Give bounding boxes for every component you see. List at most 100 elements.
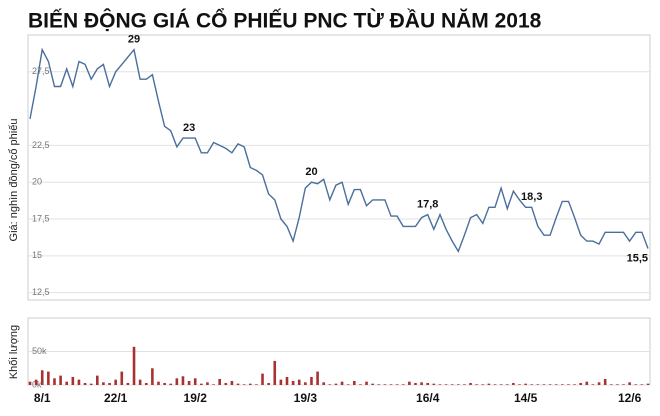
volume-bar — [279, 379, 283, 385]
data-label: 18,3 — [521, 191, 542, 203]
volume-bar — [616, 384, 619, 385]
volume-bar — [530, 384, 534, 385]
volume-bar — [102, 382, 105, 385]
volume-bar — [28, 381, 32, 385]
volume-bar — [383, 384, 387, 385]
x-tick-label: 16/4 — [416, 391, 440, 405]
volume-bar — [175, 378, 179, 385]
volume-bar — [255, 384, 258, 385]
volume-bar — [261, 373, 264, 385]
price-panel — [27, 34, 651, 301]
volume-bar — [579, 382, 582, 385]
volume-bar — [206, 382, 209, 385]
volume-bar — [285, 376, 289, 385]
x-tick-label: 14/5 — [514, 391, 538, 405]
volume-bar — [108, 382, 111, 385]
volume-bar — [512, 382, 515, 385]
volume-bar — [200, 383, 203, 385]
volume-bar — [371, 383, 374, 385]
volume-bar — [126, 382, 130, 385]
volume-bar — [420, 382, 423, 385]
volume-bar — [505, 384, 509, 385]
volume-bar — [89, 383, 93, 385]
volume-bar — [59, 375, 62, 385]
volume-bar — [273, 360, 277, 385]
y-tick-label: 50k — [32, 346, 47, 356]
data-label: 15,5 — [627, 252, 648, 264]
y-axis-title: Giá: nghìn đồng/cổ phiếu — [8, 119, 20, 242]
volume-bar — [395, 384, 399, 385]
volume-bar — [426, 382, 430, 385]
y-tick-label: 12,5 — [32, 287, 50, 297]
volume-bar — [481, 384, 485, 385]
volume-bar — [414, 382, 417, 385]
volume-bar — [548, 384, 552, 385]
volume-bar — [304, 382, 307, 385]
volume-bar — [536, 384, 540, 385]
price-line — [29, 47, 649, 254]
volume-bar — [310, 376, 313, 385]
volume-bar — [591, 384, 595, 385]
volume-bar — [65, 381, 69, 385]
volume-bar — [267, 382, 270, 385]
x-tick-label: 22/1 — [104, 391, 128, 405]
volume-bar — [346, 384, 350, 385]
volume-bar — [561, 384, 564, 385]
volume-bar — [151, 368, 154, 385]
volume-bar — [96, 375, 99, 385]
volume-bar — [114, 379, 117, 385]
data-label: 20 — [305, 166, 317, 178]
volume-bar — [334, 383, 338, 385]
volume-bar — [144, 382, 148, 385]
volume-bar — [542, 384, 546, 385]
data-label: 23 — [183, 122, 195, 134]
volume-bar — [157, 381, 160, 385]
volume-bar — [340, 381, 344, 385]
volume-bar — [432, 383, 436, 385]
volume-bar — [475, 384, 478, 385]
volume-bar — [609, 384, 613, 385]
volume-bar — [493, 384, 497, 385]
volume-bar — [230, 380, 234, 385]
volume-bar — [169, 383, 173, 385]
volume-bar — [120, 371, 124, 385]
data-label: 17,8 — [417, 199, 438, 211]
data-label: 29 — [128, 34, 140, 46]
volume-bar — [71, 376, 75, 385]
x-tick-label: 19/2 — [184, 391, 208, 405]
volume-bar — [450, 384, 454, 385]
volume-bar — [218, 378, 221, 385]
volume-bar — [438, 384, 442, 385]
volume-bar — [499, 384, 503, 385]
volume-bar — [444, 384, 448, 385]
volume-bar — [77, 379, 81, 385]
volume-bar — [47, 371, 50, 385]
volume-bar — [181, 376, 185, 385]
volume-bar — [322, 382, 326, 385]
volume-bar — [34, 379, 38, 385]
volume-bar — [469, 382, 472, 385]
volume-bar — [187, 380, 191, 385]
x-tick-label: 19/3 — [294, 391, 318, 405]
volume-bar — [248, 383, 252, 385]
volume-bar — [40, 370, 44, 385]
volume-bar — [487, 383, 491, 385]
volume-bar — [646, 383, 650, 385]
volume-bar — [597, 382, 601, 385]
chart-title: BIẾN ĐỘNG GIÁ CỔ PHIẾU PNC TỪ ĐẦU NĂM 20… — [28, 9, 542, 33]
volume-bar — [316, 371, 319, 385]
volume-bar — [640, 384, 644, 385]
volume-bar — [457, 384, 460, 385]
y-tick-label: 20 — [32, 177, 42, 187]
volume-bar — [401, 384, 405, 385]
y-tick-label: 22,5 — [32, 140, 50, 150]
volume-bar — [83, 382, 87, 385]
volume-bar — [518, 384, 521, 385]
volume-bar — [193, 378, 197, 385]
volume-bar — [628, 382, 631, 385]
volume-bar — [352, 380, 356, 385]
volume-bar — [603, 378, 607, 385]
x-tick-label: 12/6 — [618, 391, 642, 405]
volume-bar — [359, 384, 362, 385]
